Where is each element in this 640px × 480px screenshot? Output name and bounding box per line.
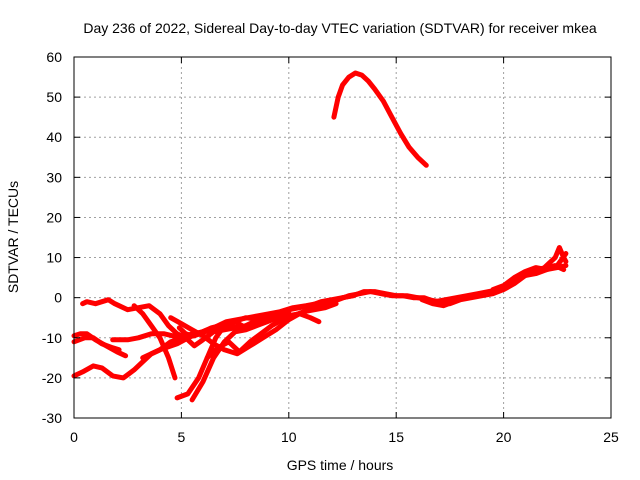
series-arc-3 <box>71 335 122 353</box>
x-axis-label: GPS time / hours <box>287 457 394 473</box>
series-arc-16 <box>419 291 489 309</box>
y-tick-label: 60 <box>46 49 62 65</box>
x-tick-label: 15 <box>388 429 404 445</box>
tick-marks <box>73 56 612 419</box>
x-tick-label: 20 <box>496 429 512 445</box>
x-tick-label: 25 <box>603 429 619 445</box>
series-arc-15 <box>490 251 569 293</box>
x-tick-label: 0 <box>70 429 78 445</box>
series-arc-12 <box>204 301 339 361</box>
y-tick-label: 50 <box>46 89 62 105</box>
y-tick-label: 40 <box>46 129 62 145</box>
y-tick-label: 0 <box>54 290 62 306</box>
x-tick-labels: 0 5 10 15 20 25 <box>70 429 619 445</box>
y-axis-label: SDTVAR / TECUs <box>5 181 21 293</box>
y-tick-label: 20 <box>46 209 62 225</box>
chart-title: Day 236 of 2022, Sidereal Day-to-day VTE… <box>83 20 596 36</box>
y-tick-label: -30 <box>42 410 62 426</box>
y-tick-label: -20 <box>42 370 62 386</box>
plot-frame <box>73 56 612 419</box>
series-arc-13 <box>331 70 429 168</box>
x-tick-label: 5 <box>178 429 186 445</box>
series-arc-6 <box>131 303 178 381</box>
y-tick-label: -10 <box>42 330 62 346</box>
series-group <box>71 70 569 403</box>
series-arc-9 <box>174 263 567 401</box>
y-tick-labels: -30 -20 -10 0 10 20 30 40 50 60 <box>42 49 62 426</box>
x-tick-label: 10 <box>281 429 297 445</box>
grid-lines <box>74 57 611 418</box>
y-tick-label: 30 <box>46 169 62 185</box>
y-tick-label: 10 <box>46 250 62 266</box>
